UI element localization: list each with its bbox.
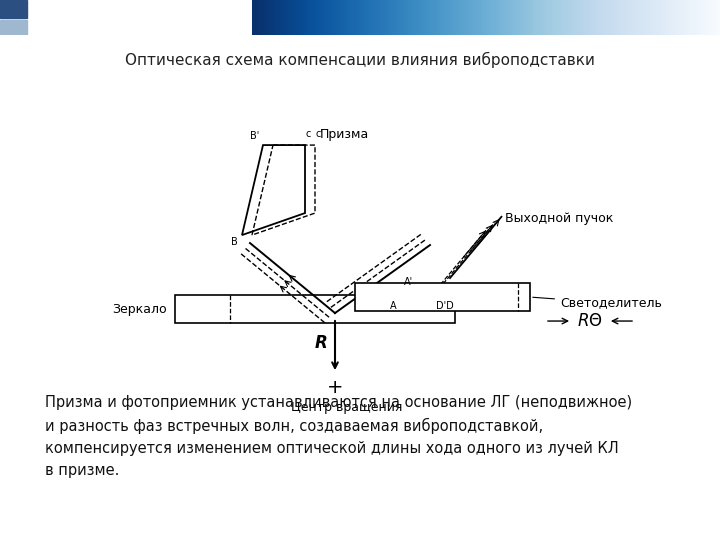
Text: Зеркало: Зеркало: [112, 302, 167, 315]
Text: A: A: [390, 301, 396, 311]
Text: B: B: [231, 237, 238, 247]
Text: A': A': [403, 277, 413, 287]
Text: Светоделитель: Светоделитель: [533, 296, 662, 309]
Text: Призма: Призма: [320, 128, 369, 141]
Text: Призма и фотоприемник устанавливаются на основание ЛГ (неподвижное)
и разность ф: Призма и фотоприемник устанавливаются на…: [45, 395, 632, 478]
Text: $R\Theta$: $R\Theta$: [577, 312, 603, 330]
Bar: [252, 0, 720, 35]
Bar: [0, 0, 27, 18]
Text: R: R: [315, 334, 328, 352]
Bar: [175, 295, 455, 323]
Text: D'D: D'D: [436, 301, 454, 311]
Text: c': c': [316, 129, 324, 139]
Bar: [355, 283, 530, 311]
Text: c: c: [306, 129, 311, 139]
Text: +: +: [327, 377, 343, 396]
Text: Центр вращения: Центр вращения: [292, 401, 402, 414]
Text: Выходной пучок: Выходной пучок: [505, 212, 613, 225]
Text: B': B': [250, 131, 259, 141]
Bar: [0, 19, 27, 35]
Text: Оптическая схема компенсации влияния виброподставки: Оптическая схема компенсации влияния виб…: [125, 52, 595, 68]
